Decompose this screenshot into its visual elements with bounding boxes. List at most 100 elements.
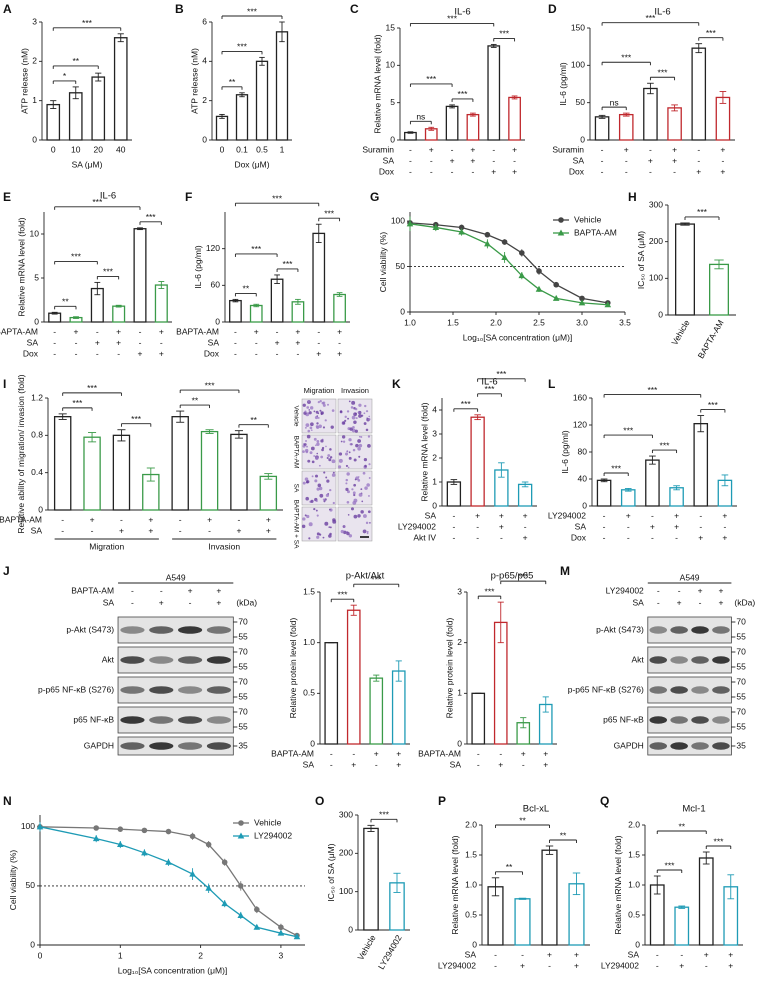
condition-sign: - bbox=[452, 521, 455, 531]
stained-cell bbox=[304, 477, 309, 481]
stained-cell bbox=[348, 400, 351, 403]
micrograph bbox=[337, 434, 373, 470]
stained-cell bbox=[315, 500, 318, 503]
bar bbox=[333, 293, 346, 323]
stained-cell bbox=[368, 463, 371, 466]
blot-band bbox=[177, 686, 203, 694]
condition-sign: + bbox=[543, 759, 548, 769]
error-bar bbox=[542, 696, 549, 713]
data-point bbox=[277, 929, 285, 936]
condition-sign: + bbox=[337, 326, 342, 336]
condition-sign: - bbox=[96, 326, 99, 336]
condition-sign: + bbox=[512, 166, 517, 176]
stained-cell bbox=[342, 421, 346, 425]
panel-letter: D bbox=[548, 2, 557, 16]
y-axis-label: Relative mRNA level (fold) bbox=[450, 835, 460, 934]
stained-cell bbox=[306, 406, 310, 409]
stained-cell bbox=[338, 452, 343, 456]
stained-cell bbox=[346, 531, 350, 536]
condition-sign: + bbox=[720, 144, 725, 154]
bar bbox=[230, 433, 248, 511]
panel-letter: K bbox=[392, 377, 401, 391]
condition-sign: - bbox=[430, 155, 433, 165]
stained-cell bbox=[323, 500, 326, 503]
stained-cell bbox=[319, 409, 322, 412]
bar bbox=[645, 459, 660, 507]
y-tick-label: 2 bbox=[432, 452, 437, 462]
y-tick-label: 0 bbox=[30, 939, 35, 949]
legend-label: Vehicle bbox=[254, 817, 282, 827]
y-tick-label: 300 bbox=[649, 199, 663, 209]
y-tick-label: 0 bbox=[310, 738, 315, 748]
y-tick-label: 1.5 bbox=[303, 586, 315, 596]
stained-cell bbox=[357, 514, 361, 518]
blot-band bbox=[670, 686, 688, 694]
bar bbox=[68, 92, 83, 141]
condition-sign: - bbox=[276, 348, 279, 358]
bar bbox=[541, 849, 558, 946]
y-tick-label: 200 bbox=[649, 236, 663, 246]
y-tick-label: 1.0 bbox=[465, 879, 477, 889]
condition-sign: + bbox=[148, 514, 153, 524]
condition-sign: + bbox=[523, 532, 528, 542]
y-tick-label: 3 bbox=[432, 428, 437, 438]
stained-cell bbox=[348, 438, 352, 442]
stained-cell bbox=[348, 451, 351, 454]
bar bbox=[235, 94, 249, 141]
condition-sign: + bbox=[159, 597, 164, 607]
significance-label: ** bbox=[62, 297, 69, 307]
panel-letter: N bbox=[3, 794, 12, 808]
stained-cell bbox=[316, 535, 320, 539]
stained-cell bbox=[368, 415, 371, 418]
blot-band bbox=[206, 656, 232, 664]
error-bar bbox=[58, 413, 67, 420]
bar bbox=[466, 113, 480, 141]
condition-sign: + bbox=[547, 949, 552, 959]
stained-cell bbox=[320, 455, 324, 459]
blot-band bbox=[206, 686, 232, 694]
condition-sign: + bbox=[648, 155, 653, 165]
condition-sign: - bbox=[61, 525, 64, 535]
stained-cell bbox=[363, 458, 368, 462]
blot-band bbox=[670, 742, 688, 750]
y-tick-label: 3 bbox=[457, 586, 462, 596]
stained-cell bbox=[353, 498, 358, 503]
condition-sign: + bbox=[316, 348, 321, 358]
stained-cell bbox=[365, 521, 369, 525]
blot-band bbox=[120, 686, 145, 694]
y-tick-label: 0 bbox=[457, 738, 462, 748]
stained-cell bbox=[345, 487, 349, 491]
stained-cell bbox=[347, 417, 350, 420]
marker-label: 55 bbox=[238, 631, 248, 641]
marker-label: 35 bbox=[736, 740, 746, 750]
error-bar bbox=[649, 455, 656, 465]
significance-bracket bbox=[409, 83, 453, 87]
significance-bracket bbox=[62, 392, 122, 396]
y-axis-label: Relative mRNA level (fold) bbox=[419, 402, 429, 501]
y-tick-label: 0 bbox=[215, 316, 220, 326]
significance-label: *** bbox=[247, 6, 258, 16]
condition-sign: + bbox=[491, 166, 496, 176]
significance-label: ** bbox=[243, 284, 250, 294]
significance-label: *** bbox=[499, 29, 510, 39]
y-axis-label: Relative mRNA level (fold) bbox=[17, 217, 27, 316]
condition-label: SA bbox=[103, 597, 115, 607]
stained-cell bbox=[331, 459, 336, 464]
condition-sign: + bbox=[698, 585, 703, 595]
blot-band bbox=[712, 742, 730, 750]
error-bar bbox=[673, 485, 680, 491]
stained-cell bbox=[329, 508, 331, 511]
condition-label: SA bbox=[632, 597, 644, 607]
condition-label: Dox bbox=[571, 532, 587, 542]
condition-sign: - bbox=[699, 521, 702, 531]
significance-label: ** bbox=[192, 395, 199, 405]
significance-label: *** bbox=[621, 53, 632, 63]
significance-label: ** bbox=[519, 815, 526, 825]
condition-label: SA bbox=[208, 337, 220, 347]
stained-cell bbox=[302, 517, 306, 521]
stained-cell bbox=[366, 530, 369, 533]
data-point bbox=[141, 827, 148, 834]
blot-band bbox=[670, 716, 688, 724]
panel-title: p-Akt/Akt bbox=[346, 571, 385, 582]
bar bbox=[259, 475, 278, 511]
